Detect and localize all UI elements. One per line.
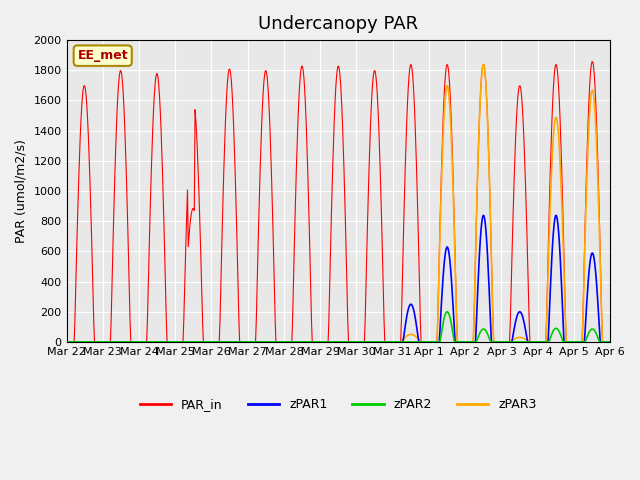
Legend: PAR_in, zPAR1, zPAR2, zPAR3: PAR_in, zPAR1, zPAR2, zPAR3	[135, 394, 541, 417]
Text: EE_met: EE_met	[77, 49, 128, 62]
Y-axis label: PAR (umol/m2/s): PAR (umol/m2/s)	[15, 139, 28, 243]
Title: Undercanopy PAR: Undercanopy PAR	[259, 15, 419, 33]
